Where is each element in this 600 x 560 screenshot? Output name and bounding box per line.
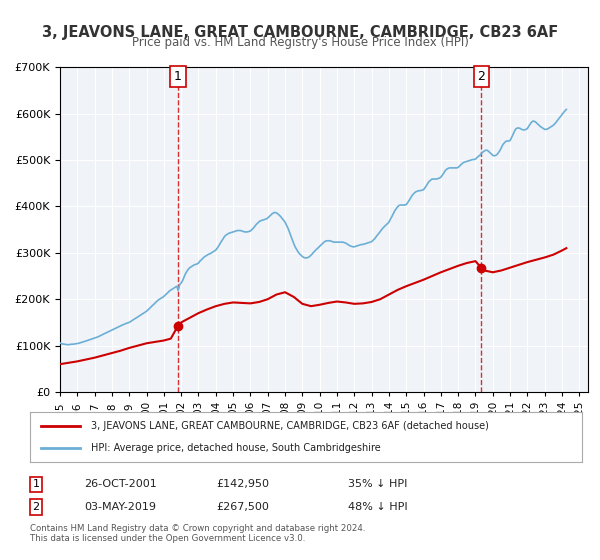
Text: £267,500: £267,500 [216, 502, 269, 512]
Text: Contains HM Land Registry data © Crown copyright and database right 2024.
This d: Contains HM Land Registry data © Crown c… [30, 524, 365, 543]
Text: 3, JEAVONS LANE, GREAT CAMBOURNE, CAMBRIDGE, CB23 6AF (detached house): 3, JEAVONS LANE, GREAT CAMBOURNE, CAMBRI… [91, 421, 488, 431]
Text: Price paid vs. HM Land Registry's House Price Index (HPI): Price paid vs. HM Land Registry's House … [131, 36, 469, 49]
Text: HPI: Average price, detached house, South Cambridgeshire: HPI: Average price, detached house, Sout… [91, 443, 380, 453]
Text: 1: 1 [32, 479, 40, 489]
Text: 2: 2 [32, 502, 40, 512]
Text: 35% ↓ HPI: 35% ↓ HPI [348, 479, 407, 489]
Text: 3, JEAVONS LANE, GREAT CAMBOURNE, CAMBRIDGE, CB23 6AF: 3, JEAVONS LANE, GREAT CAMBOURNE, CAMBRI… [42, 25, 558, 40]
Text: £142,950: £142,950 [216, 479, 269, 489]
Text: 48% ↓ HPI: 48% ↓ HPI [348, 502, 407, 512]
Text: 26-OCT-2001: 26-OCT-2001 [84, 479, 157, 489]
Text: 2: 2 [478, 70, 485, 83]
Text: 03-MAY-2019: 03-MAY-2019 [84, 502, 156, 512]
Text: 1: 1 [174, 70, 182, 83]
